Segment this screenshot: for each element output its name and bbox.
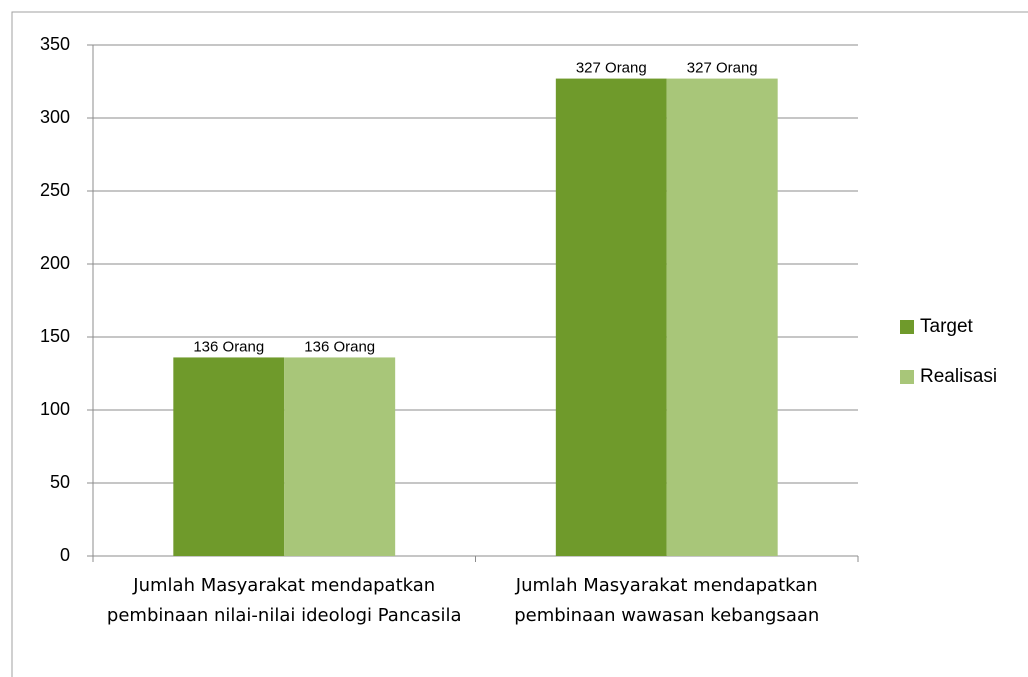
y-tick-label: 150	[40, 326, 70, 346]
bar	[666, 78, 778, 556]
legend-swatch	[900, 320, 914, 334]
bar	[284, 357, 396, 556]
x-tick-label: Jumlah Masyarakat mendapatkan pembinaan …	[106, 575, 462, 626]
x-tick-label-box: Jumlah Masyarakat mendapatkan pembinaan …	[106, 575, 462, 626]
chart-frame	[11, 11, 1028, 677]
x-tick-label: Jumlah Masyarakat mendapatkan pembinaan …	[514, 575, 820, 626]
bar	[555, 78, 667, 556]
y-tick-label: 100	[40, 399, 70, 419]
legend-label: Realisasi	[920, 366, 997, 387]
y-tick-label: 200	[40, 253, 70, 273]
y-tick-label: 350	[40, 34, 70, 54]
y-tick-label: 0	[60, 545, 70, 565]
y-tick-label: 250	[40, 180, 70, 200]
y-tick-label: 300	[40, 107, 70, 127]
x-tick-label-box: Jumlah Masyarakat mendapatkan pembinaan …	[514, 575, 820, 626]
data-label: 327 Orang	[576, 60, 647, 77]
bar	[173, 357, 285, 556]
y-tick-label: 50	[50, 472, 70, 492]
data-label: 136 Orang	[304, 338, 375, 355]
legend-label: Target	[920, 316, 974, 337]
data-label: 136 Orang	[193, 338, 264, 355]
data-label: 327 Orang	[687, 60, 758, 77]
legend-swatch	[900, 370, 914, 384]
